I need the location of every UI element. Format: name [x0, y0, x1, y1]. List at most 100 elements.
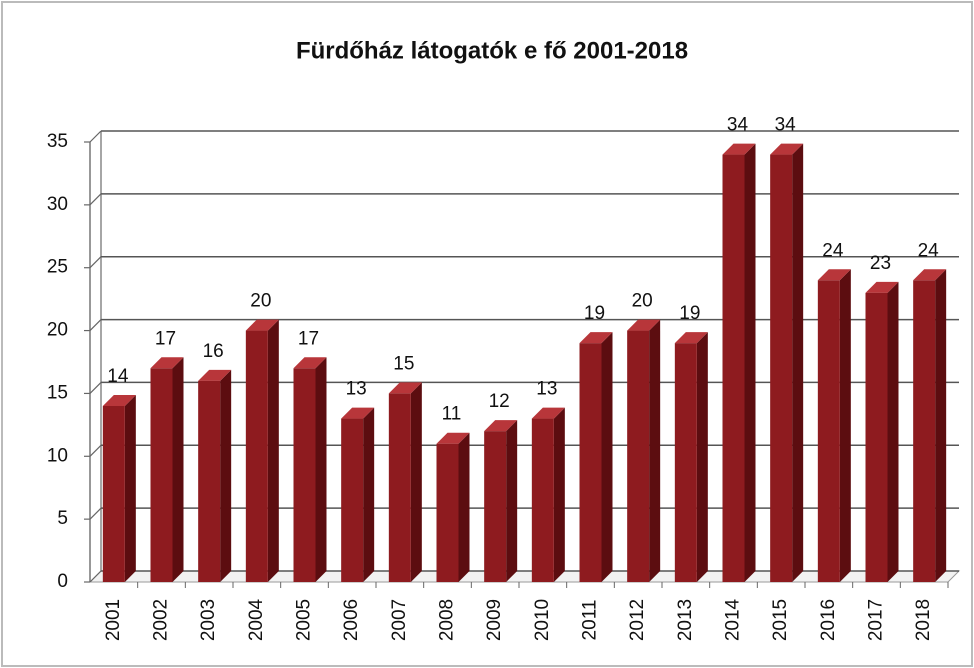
bar-front [913, 280, 936, 582]
bar-front [245, 330, 268, 582]
y-tick-label: 30 [47, 194, 68, 215]
bar [722, 143, 756, 583]
bar [865, 281, 899, 582]
bar-front [865, 292, 888, 582]
bar [627, 319, 661, 582]
bar-top [770, 143, 804, 155]
bar-side [696, 332, 708, 582]
data-label: 17 [298, 328, 319, 349]
bar [102, 395, 136, 582]
grid-line-side [89, 130, 102, 143]
data-label: 20 [250, 291, 271, 312]
y-tick-label: 20 [47, 320, 68, 341]
bar-front [436, 443, 459, 582]
bar-side [887, 281, 899, 582]
grid-line-side [89, 382, 102, 394]
x-tick-label: 2012 [627, 599, 648, 641]
chart-title: Fürdőház látogatók e fő 2001-2018 [296, 37, 688, 64]
bar-side [124, 395, 136, 582]
data-label: 17 [155, 328, 176, 349]
bar-top [436, 432, 470, 444]
bar-top [388, 382, 422, 394]
x-tick-label: 2007 [389, 599, 410, 641]
bar-front [817, 280, 840, 582]
bar [436, 432, 470, 582]
grid-line-side [89, 507, 102, 520]
bar-top [722, 143, 756, 155]
bar-front [627, 330, 650, 582]
y-tick-label: 35 [47, 131, 68, 152]
bar-top [198, 369, 232, 381]
x-tick-label: 2008 [437, 599, 458, 641]
bar-side [410, 382, 422, 582]
bar-side [649, 319, 661, 582]
bar-front [484, 431, 507, 582]
bar-front [722, 154, 745, 583]
x-tick-label: 2017 [866, 599, 887, 641]
bar-front [150, 368, 173, 582]
bar-side [792, 143, 804, 583]
bar-front [531, 418, 554, 582]
bar [674, 332, 708, 582]
data-label: 20 [632, 291, 653, 312]
x-tick-label: 2014 [723, 598, 744, 641]
x-tick-label: 2015 [770, 599, 791, 641]
y-tick-label: 0 [57, 571, 68, 592]
data-label: 13 [536, 379, 557, 400]
bar-top [674, 332, 708, 344]
bar-side [744, 143, 756, 583]
bar [913, 269, 947, 582]
data-label: 19 [679, 303, 700, 324]
bar [579, 332, 613, 582]
data-label: 12 [489, 391, 510, 412]
bar [817, 269, 851, 582]
bar [150, 357, 184, 582]
y-tick-label: 10 [47, 445, 68, 466]
bar-side [601, 332, 613, 582]
x-tick-label: 2005 [294, 599, 315, 641]
bar [198, 369, 232, 582]
bar [388, 382, 422, 582]
data-label: 13 [346, 379, 367, 400]
x-tick-label: 2010 [532, 599, 553, 641]
bar [484, 420, 518, 582]
bar-front [579, 343, 602, 582]
bar [245, 319, 279, 582]
bar-top [150, 357, 184, 369]
x-tick-label: 2018 [913, 599, 934, 641]
bar-front [102, 406, 125, 582]
bar-side [506, 420, 518, 582]
grid-line-side [89, 570, 102, 583]
bar-top [579, 332, 613, 344]
grid-line-side [89, 319, 102, 331]
bar-top [245, 319, 279, 331]
bar-side [315, 357, 327, 582]
bar [531, 407, 565, 582]
x-tick-label: 2009 [484, 599, 505, 641]
x-tick-label: 2006 [341, 599, 362, 641]
x-tick-label: 2011 [580, 600, 601, 641]
bar-top [865, 281, 899, 293]
bar-top [484, 420, 518, 432]
bar-top [627, 319, 661, 331]
data-label: 14 [107, 366, 129, 387]
bar-front [388, 393, 411, 582]
bar [293, 357, 327, 582]
grid-line-side [89, 193, 102, 206]
bar [770, 143, 804, 583]
y-tick-label: 25 [47, 257, 68, 278]
bar-side [267, 319, 279, 582]
grid-line-side [89, 256, 102, 269]
bar-front [198, 380, 221, 582]
bar-side [172, 357, 184, 582]
bar-front [674, 343, 697, 582]
x-tick-label: 2016 [818, 599, 839, 641]
data-label: 11 [442, 404, 462, 425]
grid-line-side [89, 444, 102, 457]
data-label: 34 [727, 115, 749, 136]
bar-top [817, 269, 851, 281]
bar-top [913, 269, 947, 281]
data-label: 24 [918, 240, 940, 261]
x-tick-label: 2004 [246, 598, 267, 641]
